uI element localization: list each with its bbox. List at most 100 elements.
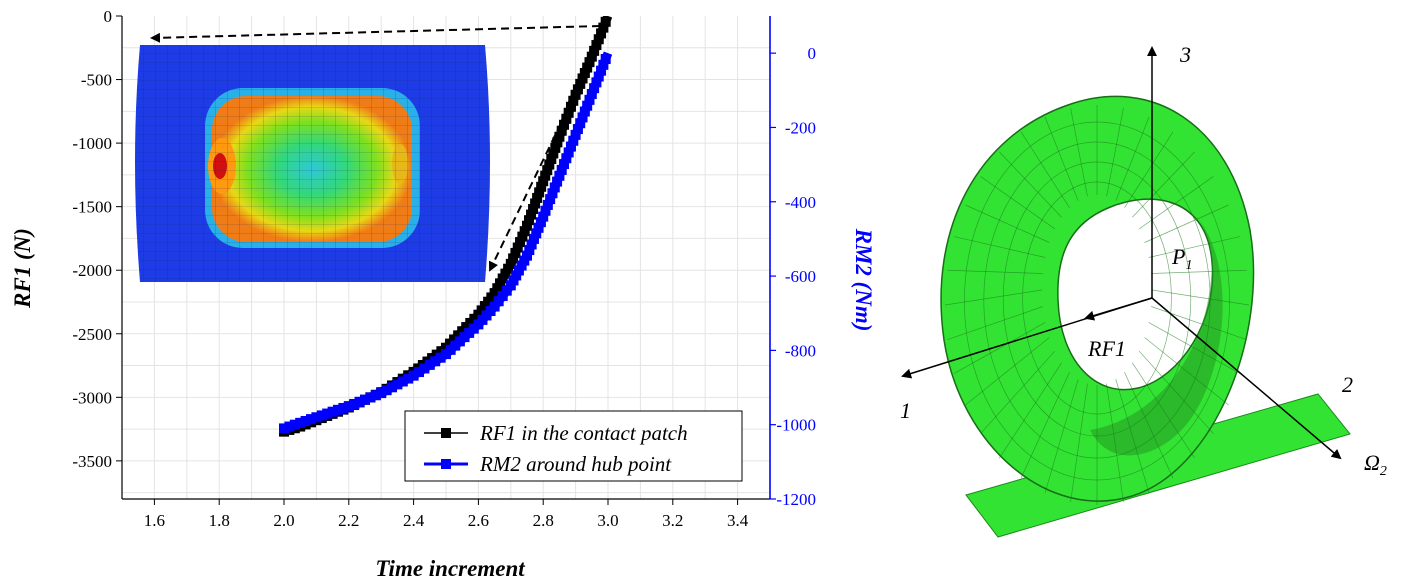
y-tick-label: 0 [104, 7, 113, 26]
series-point [586, 89, 597, 100]
series-point [343, 401, 354, 412]
series-point [591, 40, 602, 51]
series-point [524, 245, 535, 256]
series-point [563, 147, 574, 158]
series-point [414, 367, 424, 378]
tire-mesh-line [965, 204, 1050, 243]
y-tick-label: -3000 [72, 388, 112, 407]
series-point [544, 159, 555, 170]
series-point [349, 398, 360, 409]
tire-axes [901, 46, 1342, 460]
series-point [508, 253, 519, 264]
series-point [584, 94, 595, 105]
tire-mesh-line [1151, 306, 1247, 341]
tire-mesh-line [1115, 379, 1150, 494]
y-tick-label: -2500 [72, 325, 112, 344]
tire-mesh-line [1144, 337, 1229, 406]
x-tick-label: 1.6 [144, 511, 165, 530]
tire-mesh [944, 105, 1250, 505]
series-point [403, 373, 414, 384]
series-point [381, 385, 392, 396]
x-tick-label: 2.2 [338, 511, 359, 530]
x-tick-label: 3.4 [727, 511, 749, 530]
inset-mesh-lines [135, 45, 490, 282]
series-point [512, 242, 523, 253]
axis-1-label: 1 [900, 398, 911, 423]
tire-mesh-line [947, 306, 1043, 341]
series-point [522, 220, 532, 231]
tire-mesh-line [1044, 379, 1079, 494]
series-point [568, 135, 579, 146]
series-point [517, 231, 528, 242]
series-point [510, 247, 521, 258]
series-point [579, 68, 590, 79]
tire-mesh-line [1070, 107, 1088, 197]
series-point [593, 71, 604, 82]
tire-mesh-line [954, 236, 1046, 258]
y-axis-left-label: RF1 (N) [10, 228, 35, 309]
series-point [598, 22, 609, 33]
legend-label-rf1: RF1 in the contact patch [479, 421, 688, 445]
y-tick-label: -1000 [72, 134, 112, 153]
series-point [392, 379, 403, 390]
tire-mesh-line [944, 289, 1043, 306]
series-point [316, 410, 327, 421]
legend: RF1 in the contact patch RM2 around hub … [404, 410, 743, 482]
series-point [284, 421, 295, 432]
series-point [522, 250, 532, 261]
series-point [559, 119, 570, 130]
series-point [519, 226, 530, 237]
series-point [322, 408, 333, 419]
y-axis-left-ticks: 0 -500 -1000 -1500 -2000 -2500 -3000 -3500 [72, 7, 122, 471]
series-point [397, 376, 408, 387]
tire-mesh-line [1148, 236, 1240, 258]
tire-mesh-line [1144, 204, 1229, 243]
series-point [376, 388, 387, 399]
y-tick-label: -3500 [72, 452, 112, 471]
x-tick-label: 2.6 [468, 511, 489, 530]
chart: 1.6 1.8 2.0 2.2 2.4 2.6 2.8 3.0 3.2 3.4 0 -500 -100… [10, 7, 876, 581]
tire-mesh-line [1020, 372, 1070, 479]
series-point [546, 153, 557, 164]
series-point [596, 65, 607, 76]
series-point [489, 301, 500, 312]
series-point [565, 101, 576, 112]
series-point [554, 170, 565, 181]
svg-text:Ω2: Ω2 [1364, 450, 1387, 479]
y2-tick-label: 0 [808, 44, 817, 63]
x-tick-label: 3.0 [597, 511, 618, 530]
series-point [563, 107, 574, 118]
series-point [360, 394, 370, 405]
series-point [532, 192, 543, 203]
y2-tick-label: -1000 [776, 416, 816, 435]
tire-mesh-line [1148, 322, 1241, 374]
x-tick-label: 3.2 [662, 511, 683, 530]
series-point [493, 296, 504, 307]
series-point [534, 187, 545, 198]
series-point [327, 406, 338, 417]
series-point [533, 222, 544, 233]
series-point [572, 124, 583, 135]
series-point [528, 233, 539, 244]
series-point [547, 188, 558, 199]
series-point [430, 356, 441, 367]
x-tick-label: 2.4 [403, 511, 425, 530]
y2-tick-label: -800 [785, 341, 816, 360]
series-point [333, 404, 343, 415]
y2-tick-label: -1200 [776, 490, 816, 509]
tire-mesh-line [1020, 131, 1070, 208]
series-point [556, 125, 567, 136]
tire-mesh-line [947, 269, 1043, 274]
dashed-arrow-top [150, 25, 601, 43]
series-point [600, 53, 611, 64]
series-point [596, 28, 607, 39]
legend-label-rm2: RM2 around hub point [479, 452, 672, 476]
series-point [552, 176, 563, 187]
tire-mesh-line [1124, 372, 1174, 479]
tire-mesh-line [1138, 350, 1214, 434]
y2-tick-label: -600 [785, 267, 816, 286]
series-point [548, 148, 559, 159]
series-layer [279, 16, 613, 437]
tire-mesh-line [999, 362, 1062, 459]
